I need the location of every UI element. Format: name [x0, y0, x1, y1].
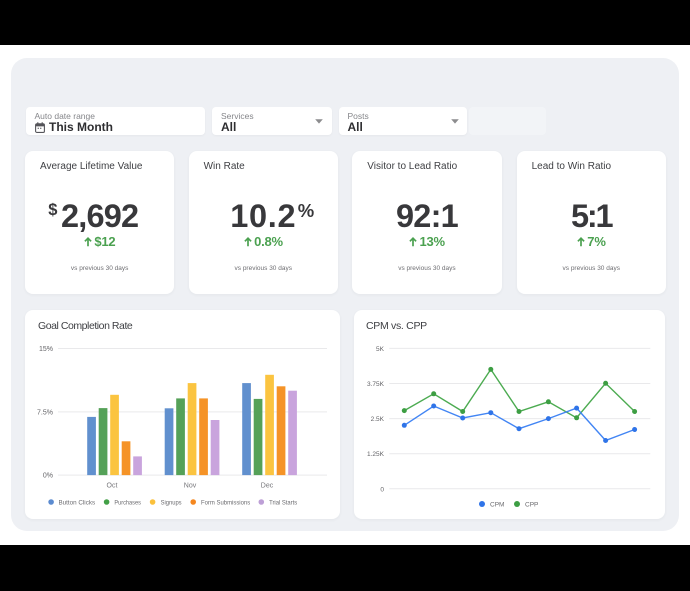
svg-text:3.75K: 3.75K	[367, 381, 385, 388]
svg-text:Purchases: Purchases	[114, 499, 140, 506]
svg-text:Oct: Oct	[107, 483, 118, 490]
svg-text:0: 0	[380, 486, 384, 493]
svg-text:2.5K: 2.5K	[370, 416, 384, 423]
svg-text:Nov: Nov	[184, 483, 197, 490]
svg-text:Button Clicks: Button Clicks	[59, 499, 96, 506]
svg-text:1.25K: 1.25K	[367, 451, 385, 458]
svg-text:CPP: CPP	[525, 502, 538, 509]
svg-text:Trial Starts: Trial Starts	[269, 499, 297, 506]
svg-text:5K: 5K	[376, 346, 385, 353]
svg-text:Dec: Dec	[261, 483, 274, 490]
svg-text:15%: 15%	[39, 346, 53, 353]
svg-text:Signups: Signups	[161, 499, 182, 506]
svg-text:Form Submissions: Form Submissions	[201, 499, 250, 506]
svg-text:7.5%: 7.5%	[37, 409, 53, 416]
svg-text:CPM: CPM	[490, 502, 504, 509]
svg-text:0%: 0%	[43, 473, 53, 480]
